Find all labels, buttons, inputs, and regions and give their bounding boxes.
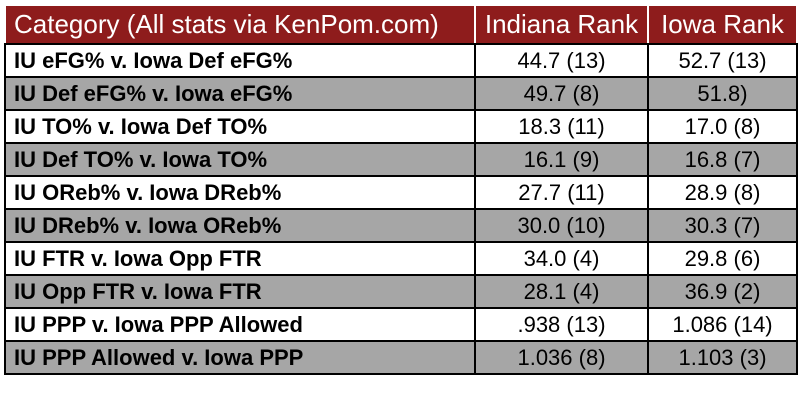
row-iowa-value: 52.7 (13) bbox=[647, 43, 798, 78]
row-iowa-value: 1.103 (3) bbox=[647, 340, 798, 375]
row-indiana-value: 34.0 (4) bbox=[474, 241, 649, 276]
row-indiana-value: 18.3 (11) bbox=[474, 109, 649, 144]
row-indiana-value: 44.7 (13) bbox=[474, 43, 649, 78]
row-category: IU eFG% v. Iowa Def eFG% bbox=[4, 43, 476, 78]
table-row: IU eFG% v. Iowa Def eFG% 44.7 (13) 52.7 … bbox=[4, 43, 798, 78]
table-row: IU PPP Allowed v. Iowa PPP 1.036 (8) 1.1… bbox=[4, 340, 798, 375]
row-category: IU PPP Allowed v. Iowa PPP bbox=[4, 340, 476, 375]
row-iowa-value: 16.8 (7) bbox=[647, 142, 798, 177]
table-row: IU Def TO% v. Iowa TO% 16.1 (9) 16.8 (7) bbox=[4, 142, 798, 177]
row-category: IU Def eFG% v. Iowa eFG% bbox=[4, 76, 476, 111]
row-category: IU TO% v. Iowa Def TO% bbox=[4, 109, 476, 144]
row-indiana-value: 28.1 (4) bbox=[474, 274, 649, 309]
row-category: IU Def TO% v. Iowa TO% bbox=[4, 142, 476, 177]
table-row: IU OReb% v. Iowa DReb% 27.7 (11) 28.9 (8… bbox=[4, 175, 798, 210]
row-iowa-value: 17.0 (8) bbox=[647, 109, 798, 144]
row-iowa-value: 30.3 (7) bbox=[647, 208, 798, 243]
table-row: IU Opp FTR v. Iowa FTR 28.1 (4) 36.9 (2) bbox=[4, 274, 798, 309]
table-row: IU Def eFG% v. Iowa eFG% 49.7 (8) 51.8) bbox=[4, 76, 798, 111]
table-row: IU PPP v. Iowa PPP Allowed .938 (13) 1.0… bbox=[4, 307, 798, 342]
row-iowa-value: 51.8) bbox=[647, 76, 798, 111]
row-indiana-value: .938 (13) bbox=[474, 307, 649, 342]
row-category: IU PPP v. Iowa PPP Allowed bbox=[4, 307, 476, 342]
table-row: IU FTR v. Iowa Opp FTR 34.0 (4) 29.8 (6) bbox=[4, 241, 798, 276]
row-category: IU DReb% v. Iowa OReb% bbox=[4, 208, 476, 243]
header-iowa-rank: Iowa Rank bbox=[647, 4, 798, 45]
header-row: Category (All stats via KenPom.com) Indi… bbox=[4, 4, 798, 45]
header-category: Category (All stats via KenPom.com) bbox=[4, 4, 476, 45]
row-indiana-value: 30.0 (10) bbox=[474, 208, 649, 243]
header-indiana-rank: Indiana Rank bbox=[474, 4, 649, 45]
row-category: IU Opp FTR v. Iowa FTR bbox=[4, 274, 476, 309]
row-iowa-value: 36.9 (2) bbox=[647, 274, 798, 309]
table-row: IU DReb% v. Iowa OReb% 30.0 (10) 30.3 (7… bbox=[4, 208, 798, 243]
row-iowa-value: 28.9 (8) bbox=[647, 175, 798, 210]
row-category: IU FTR v. Iowa Opp FTR bbox=[4, 241, 476, 276]
row-indiana-value: 16.1 (9) bbox=[474, 142, 649, 177]
stats-table-container: Category (All stats via KenPom.com) Indi… bbox=[4, 4, 798, 375]
row-indiana-value: 27.7 (11) bbox=[474, 175, 649, 210]
row-iowa-value: 29.8 (6) bbox=[647, 241, 798, 276]
table-row: IU TO% v. Iowa Def TO% 18.3 (11) 17.0 (8… bbox=[4, 109, 798, 144]
row-category: IU OReb% v. Iowa DReb% bbox=[4, 175, 476, 210]
row-iowa-value: 1.086 (14) bbox=[647, 307, 798, 342]
row-indiana-value: 49.7 (8) bbox=[474, 76, 649, 111]
row-indiana-value: 1.036 (8) bbox=[474, 340, 649, 375]
stats-table: Category (All stats via KenPom.com) Indi… bbox=[4, 4, 798, 375]
